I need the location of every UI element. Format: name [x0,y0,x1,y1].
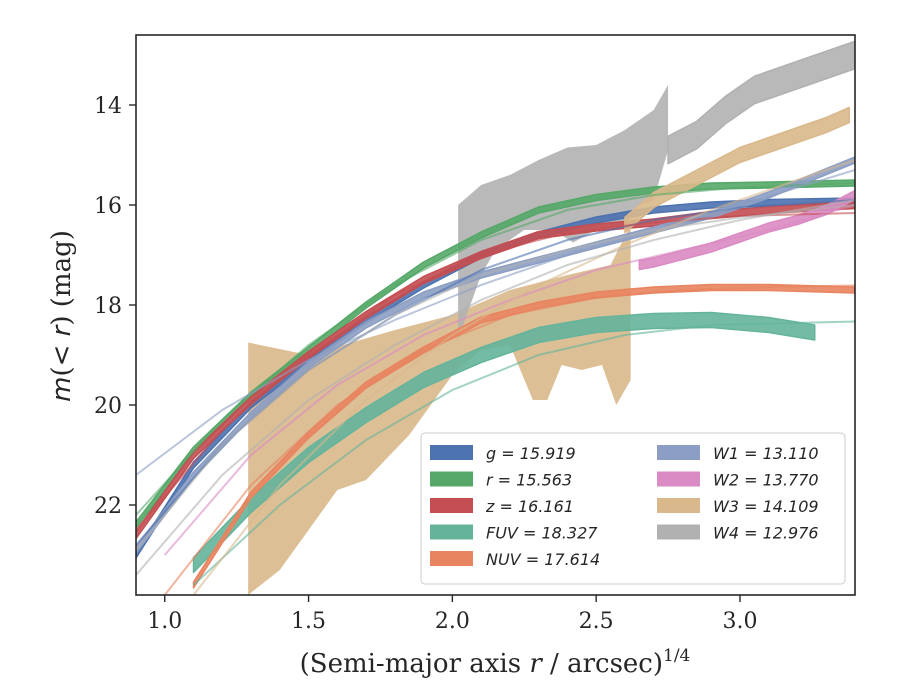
series-band-w4 [667,40,855,165]
y-axis-ticks: 14 16 18 20 22 [94,94,136,519]
plot-frame [135,34,856,596]
legend-swatch-w1 [657,445,700,460]
series-band-nuv [192,283,855,589]
model-curve-6 [136,169,855,476]
x-tick-label: 1.0 [147,609,182,634]
y-tick-label: 14 [94,94,122,119]
y-tick-label: 22 [94,494,122,519]
series-band-fuv [192,311,816,574]
legend-label-w4: W4 = 12.976 [713,524,819,543]
legend: g = 15.919 r = 15.563 z = 16.161 FUV = 18.3… [420,432,846,585]
series-band-z [136,200,855,540]
legend-label-g: g = 15.919 [486,444,576,463]
legend-label-w3: W3 = 14.109 [713,497,819,516]
legend-swatch-w4 [657,524,700,540]
x-axis-ticks: 1.0 1.5 2.0 2.5 3.0 [147,595,757,634]
legend-swatch-nuv [430,551,473,566]
legend-label-w1: W1 = 13.110 [713,444,819,463]
legend-label-fuv: FUV = 18.327 [486,524,598,543]
model-curve-3 [136,212,855,531]
x-tick-label: 3.0 [722,609,757,634]
y-axis-label: m(< r) (mag) [47,230,77,402]
legend-swatch-r [430,471,473,487]
y-tick-label: 20 [94,394,122,419]
model-curve-5 [163,284,855,595]
model-curve-2 [136,182,855,516]
legend-swatch-fuv [430,524,473,540]
legend-label-nuv: NUV = 17.614 [486,550,600,569]
legend-swatch-w3 [657,498,700,513]
legend-box [420,432,846,585]
model-curve-7 [164,204,855,556]
series-band-w1 [136,156,855,554]
x-axis-label: (Semi-major axis r / arcsec)1/4 [300,646,691,679]
model-curve-4 [192,320,855,586]
y-tick-label: 18 [94,294,122,319]
model-curve-8 [192,159,855,595]
legend-swatch-z [430,498,473,513]
x-tick-label: 2.5 [579,609,614,634]
legend-swatch-w2 [657,471,700,487]
legend-label-r: r = 15.563 [486,471,572,490]
x-tick-label: 1.5 [291,609,326,634]
legend-label-w2: W2 = 13.770 [713,471,819,490]
model-curve-9 [136,199,855,576]
model-curves [136,159,855,595]
legend-label-z: z = 16.161 [485,497,574,516]
band-w3-inner [248,225,631,595]
y-tick-label: 16 [94,194,122,219]
x-tick-label: 2.0 [435,609,470,634]
legend-swatch-g [430,445,473,460]
model-curve-10 [136,204,855,551]
